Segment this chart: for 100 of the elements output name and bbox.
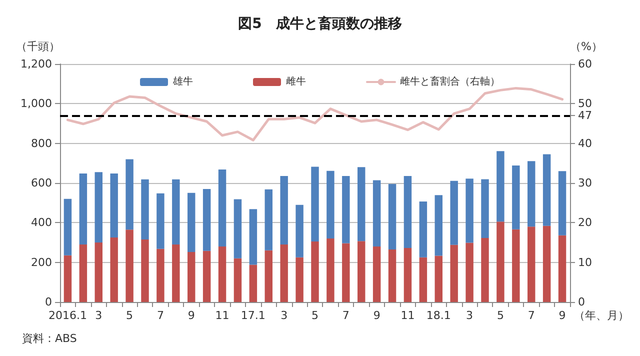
bar xyxy=(481,238,489,302)
bar xyxy=(512,229,520,302)
x-axis-title: （年、月） xyxy=(574,309,629,322)
bar xyxy=(372,246,381,302)
x-tick-label: 3 xyxy=(280,309,288,322)
bar xyxy=(218,170,226,246)
text: 資料：ABS xyxy=(22,332,77,345)
x-tick-label: 3 xyxy=(466,309,474,322)
bar xyxy=(528,226,536,302)
y-tick-label: 0 xyxy=(45,296,52,308)
bar xyxy=(64,198,72,256)
bar xyxy=(388,184,396,250)
y2-tick-label: 20 xyxy=(578,216,592,230)
bar xyxy=(342,176,350,244)
y-tick-label: 200 xyxy=(31,256,52,269)
bar xyxy=(466,242,474,302)
bar xyxy=(466,178,474,243)
y2-tick-label: 50 xyxy=(578,97,592,110)
y-axis-title: （千頭） xyxy=(16,40,60,53)
bar xyxy=(372,180,381,246)
bar xyxy=(172,179,180,244)
bar xyxy=(156,248,164,302)
bar xyxy=(126,230,134,302)
bar xyxy=(188,252,196,302)
legend-label: 雌牛と畜割合（右軸） xyxy=(400,76,500,88)
bar xyxy=(388,249,396,302)
bar xyxy=(156,193,164,249)
bar xyxy=(496,151,504,222)
bar xyxy=(542,226,551,302)
y-tick-label: 1,000 xyxy=(20,97,52,110)
line-series xyxy=(66,86,564,142)
bar xyxy=(296,257,304,302)
bar xyxy=(434,256,442,302)
y2-axis-title: （%） xyxy=(570,40,602,53)
bar xyxy=(404,248,412,302)
bar xyxy=(94,172,102,242)
bar xyxy=(528,161,536,227)
bar xyxy=(202,188,211,251)
x-tick-label: 2016.1 xyxy=(48,309,87,322)
y2-tick-label: 10 xyxy=(578,256,592,269)
y-tick-label: 800 xyxy=(31,136,52,150)
bar xyxy=(94,242,102,302)
bar xyxy=(311,166,319,242)
y2-tick-label: 30 xyxy=(578,176,592,190)
x-tick-label: 9 xyxy=(558,309,566,322)
x-tick-label: 7 xyxy=(342,309,350,322)
bar xyxy=(326,238,334,302)
bar xyxy=(311,242,319,302)
x-tick-label: 7 xyxy=(528,309,535,322)
bar xyxy=(218,246,226,302)
y-tick-label: 1,200 xyxy=(20,58,52,70)
legend-label: 雌牛 xyxy=(286,76,306,88)
bar xyxy=(110,238,118,302)
bar xyxy=(280,244,288,302)
bar xyxy=(79,244,88,302)
bar xyxy=(496,222,504,302)
bar xyxy=(326,170,334,239)
bar xyxy=(296,204,304,258)
bar xyxy=(202,250,211,302)
bar xyxy=(542,154,551,226)
x-tick-label: 11 xyxy=(215,309,230,322)
y2-tick-label: 47 xyxy=(578,109,592,122)
bar xyxy=(188,192,196,252)
legend-label: 雄牛 xyxy=(172,76,193,88)
bar xyxy=(558,171,566,236)
chart-title: 図5 成牛と畜頭数の推移 xyxy=(238,15,402,32)
bar xyxy=(141,240,149,302)
bar xyxy=(64,255,72,302)
bar xyxy=(264,250,272,302)
bar xyxy=(558,235,566,302)
y2-tick-label: 60 xyxy=(578,58,592,70)
x-tick-label: 11 xyxy=(400,309,415,322)
x-tick-label: 5 xyxy=(126,309,134,322)
bar xyxy=(249,209,258,265)
bar xyxy=(342,243,350,302)
x-tick-label: 18.1 xyxy=(426,309,451,322)
bar xyxy=(358,241,366,302)
bar xyxy=(141,179,149,240)
x-tick-label: 17.1 xyxy=(240,309,266,322)
y2-tick-label: 40 xyxy=(578,136,592,150)
bar xyxy=(234,199,242,258)
x-tick-label: 7 xyxy=(156,309,164,322)
x-tick-label: 5 xyxy=(312,309,318,322)
bar xyxy=(126,159,134,230)
x-tick-label: 3 xyxy=(95,309,102,322)
bar xyxy=(172,244,180,302)
bar xyxy=(434,195,442,256)
bar xyxy=(512,166,520,230)
bar xyxy=(110,173,118,238)
bar xyxy=(234,258,242,302)
x-tick-label: 9 xyxy=(373,309,380,322)
bar xyxy=(419,201,428,258)
x-tick-label: 9 xyxy=(188,309,195,322)
bar xyxy=(450,180,458,245)
bar xyxy=(404,176,412,248)
bar xyxy=(249,264,258,302)
y-tick-label: 600 xyxy=(31,176,52,190)
bar xyxy=(450,244,458,302)
bar xyxy=(79,173,88,244)
y-tick-label: 400 xyxy=(31,216,52,230)
